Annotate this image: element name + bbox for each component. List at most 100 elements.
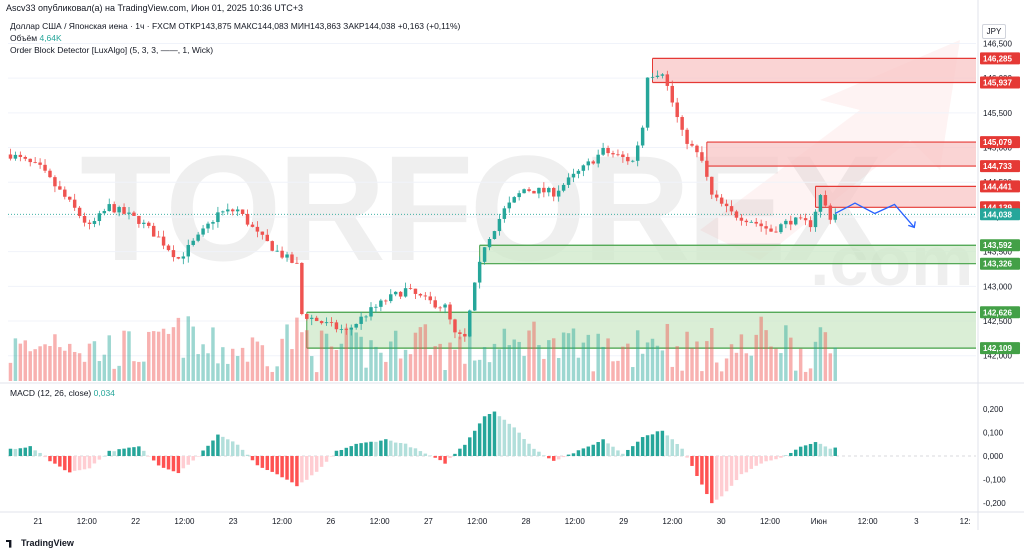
- volume-bar: [487, 362, 492, 381]
- candle-body: [255, 226, 260, 232]
- volume-bar: [230, 348, 235, 381]
- price-tag: [980, 342, 1020, 355]
- candle-body: [97, 213, 102, 222]
- candle-body: [532, 190, 536, 194]
- macd-bar: [734, 456, 739, 481]
- price-tag: [980, 239, 1020, 252]
- volume-bar: [453, 349, 457, 381]
- candle-body: [216, 212, 220, 223]
- volume-label: Объём: [10, 33, 38, 43]
- time-tick-label: 12:00: [370, 517, 391, 526]
- time-tick-label: 27: [424, 517, 433, 526]
- tradingview-logo[interactable]: TradingView: [6, 538, 74, 548]
- volume-bar: [458, 336, 462, 381]
- candle-body: [823, 195, 828, 206]
- macd-bar: [82, 456, 87, 470]
- candle-body: [344, 329, 349, 330]
- volume-bar: [463, 363, 467, 381]
- volume-bar: [616, 360, 620, 381]
- macd-bar: [438, 456, 442, 461]
- candle-body: [403, 288, 408, 297]
- time-tick-label: 12:00: [858, 517, 879, 526]
- volume-bar: [265, 366, 270, 381]
- macd-bar: [576, 450, 581, 456]
- macd-tick-label: 0,200: [983, 405, 1004, 414]
- volume-bar: [18, 343, 23, 381]
- candle-body: [581, 165, 586, 171]
- time-tick-label: 23: [229, 517, 238, 526]
- candle-body: [798, 217, 803, 219]
- macd-bar: [374, 441, 378, 456]
- volume-bar: [82, 361, 87, 381]
- macd-bar: [142, 450, 146, 456]
- candle-body: [517, 193, 521, 198]
- volume-bar: [151, 331, 156, 381]
- volume-bar: [201, 344, 205, 381]
- candle-body: [828, 205, 833, 220]
- candle-body: [744, 220, 749, 223]
- volume-bar: [492, 343, 497, 381]
- macd-bar: [665, 435, 670, 456]
- macd-bar: [33, 450, 37, 456]
- macd-bar: [537, 451, 541, 456]
- candle-body: [695, 145, 699, 153]
- macd-bar: [384, 439, 388, 456]
- order-block-zone: [652, 58, 976, 83]
- volume-bar: [606, 338, 610, 381]
- candle-body: [349, 327, 353, 330]
- macd-bar: [117, 449, 121, 456]
- time-axis[interactable]: 21 12:00 22 12:00 23 12:00 26 12:00 27 12:00 28 12:…: [34, 517, 971, 526]
- candle-body: [191, 240, 195, 245]
- volume-bar: [97, 361, 102, 381]
- candle-body: [616, 154, 620, 156]
- volume-bar: [690, 348, 694, 381]
- price-tag-label: 142,109: [983, 344, 1012, 353]
- volume-bar: [581, 342, 586, 381]
- indicator-line[interactable]: Order Block Detector [LuxAlgo] (5, 3, 3,…: [10, 45, 214, 55]
- volume-bar: [705, 341, 709, 381]
- currency-badge[interactable]: JPY: [982, 24, 1006, 39]
- macd-bar: [206, 445, 210, 456]
- volume-bar: [211, 327, 215, 381]
- volume-bar: [270, 371, 274, 381]
- price-tag-label: 145,079: [983, 138, 1012, 147]
- volume-bar: [13, 338, 18, 381]
- macd-bar: [808, 443, 813, 456]
- volume-bar: [38, 346, 42, 381]
- candle-body: [68, 196, 72, 200]
- forecast-line: [834, 202, 915, 228]
- macd-bar: [280, 456, 284, 478]
- volume-bar: [191, 326, 195, 381]
- macd-bar: [705, 456, 709, 495]
- candle-body: [507, 202, 512, 209]
- volume-bar: [576, 357, 581, 381]
- volume-bar: [566, 333, 571, 381]
- candle-body: [714, 194, 719, 198]
- volume-bar: [769, 346, 773, 381]
- volume-bar: [818, 327, 823, 381]
- macd-bar: [305, 456, 309, 480]
- candle-body: [107, 204, 111, 212]
- macd-bar: [275, 456, 279, 475]
- candle-body: [606, 147, 610, 154]
- volume-bar: [72, 351, 77, 381]
- candle-body: [453, 319, 457, 333]
- macd-bar: [710, 456, 714, 504]
- candle-body: [789, 220, 793, 225]
- macd-bar: [349, 446, 353, 456]
- volume-bar: [517, 341, 521, 381]
- candle-body: [176, 257, 181, 259]
- candle-body: [640, 127, 645, 146]
- candle-body: [527, 189, 531, 191]
- candle-body: [487, 239, 492, 248]
- volume-bar: [379, 352, 383, 381]
- candle-body: [270, 241, 274, 251]
- macd-bar: [423, 453, 428, 456]
- price-tag-label: 144,139: [983, 203, 1012, 212]
- candle-body: [384, 300, 388, 302]
- macd-bar: [828, 448, 833, 456]
- macd-bar: [72, 456, 77, 471]
- volume-bar: [670, 366, 674, 381]
- macd-legend[interactable]: MACD (12, 26, close) 0,034: [10, 388, 115, 398]
